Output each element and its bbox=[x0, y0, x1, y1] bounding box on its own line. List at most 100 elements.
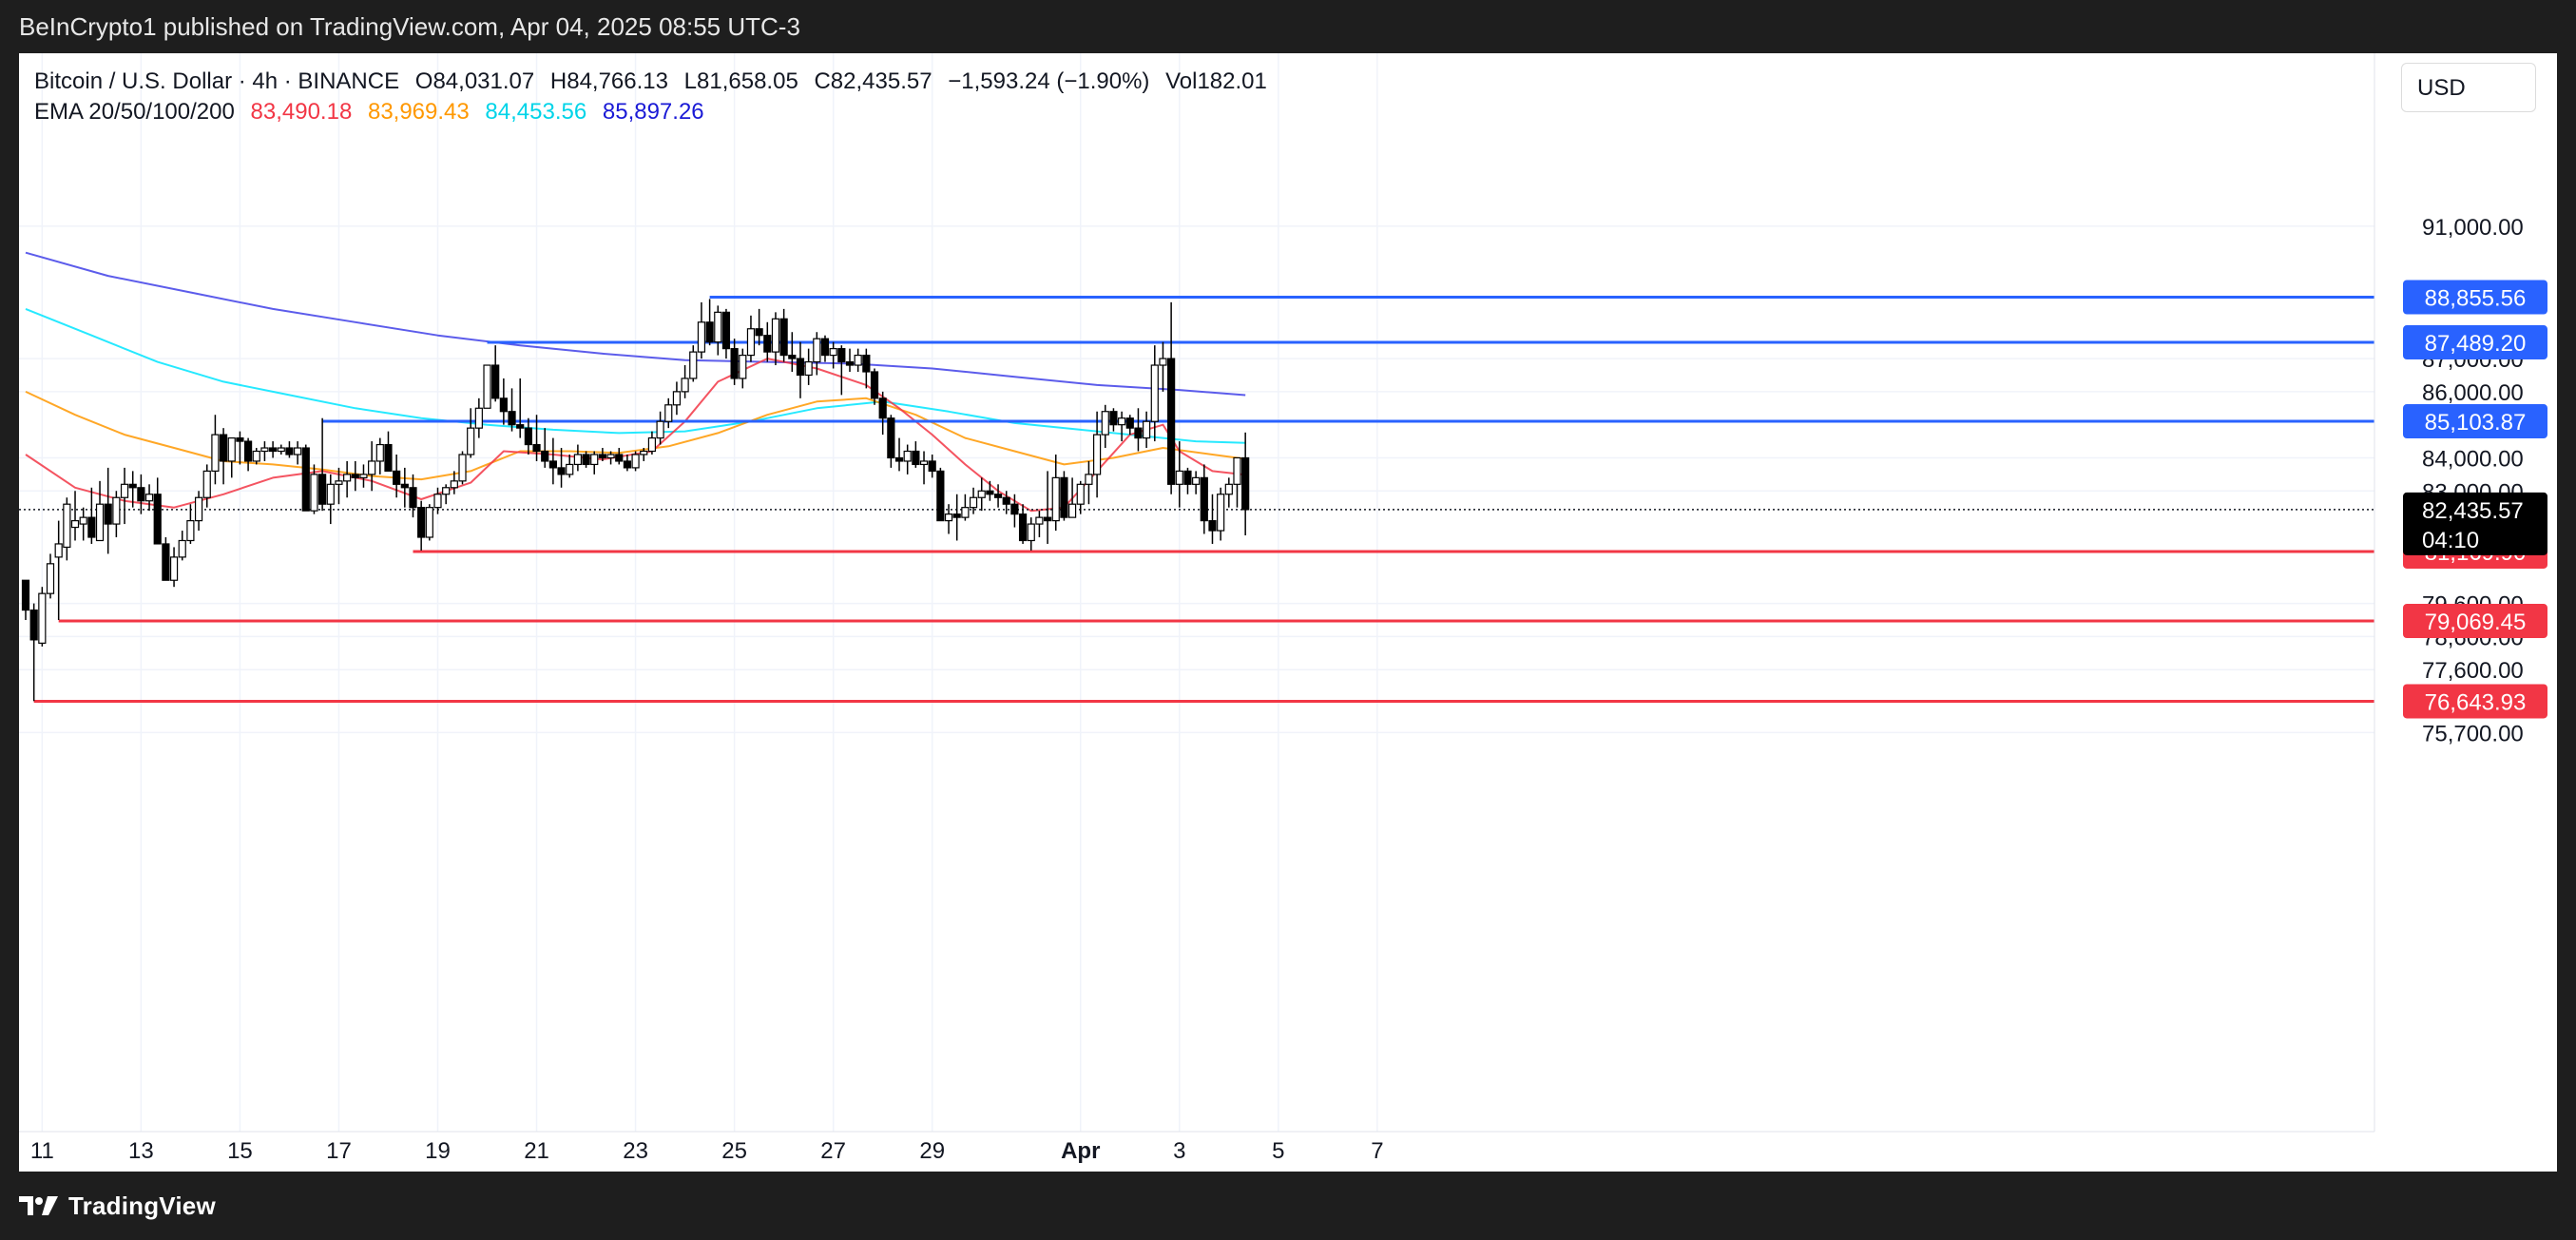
candle-body bbox=[862, 354, 871, 373]
candle-down bbox=[862, 348, 871, 389]
support-price-tag-text: 79,069.45 bbox=[2425, 610, 2527, 635]
candle-down bbox=[845, 348, 855, 372]
candle-down bbox=[1208, 494, 1217, 544]
candle-down bbox=[1241, 432, 1250, 535]
candle-up bbox=[1150, 345, 1159, 442]
candle-body bbox=[919, 460, 929, 466]
candle-body bbox=[499, 397, 508, 413]
candle-down bbox=[499, 378, 508, 425]
candle-body bbox=[219, 434, 228, 462]
currency-button[interactable]: USD bbox=[2401, 63, 2536, 112]
candle-up bbox=[95, 480, 105, 542]
x-tick-label: Apr bbox=[1061, 1138, 1100, 1164]
candle-down bbox=[878, 391, 887, 436]
candle-up bbox=[326, 474, 335, 525]
candle-down bbox=[104, 467, 112, 554]
level-layer bbox=[19, 296, 2374, 703]
candle-body bbox=[1208, 519, 1217, 532]
x-tick-label: 23 bbox=[623, 1138, 648, 1164]
volume-value: Vol182.01 bbox=[1165, 68, 1267, 94]
candle-body bbox=[301, 447, 310, 512]
candle-up bbox=[227, 436, 236, 478]
candle-up bbox=[144, 484, 154, 512]
candle-down bbox=[796, 341, 805, 398]
candle-body bbox=[524, 427, 532, 446]
candle-up bbox=[854, 348, 862, 372]
candle-body bbox=[1192, 476, 1201, 485]
tradingview-logo[interactable]: TradingView bbox=[19, 1191, 216, 1221]
candle-body bbox=[813, 338, 821, 363]
ema-label[interactable]: EMA 20/50/100/200 bbox=[34, 99, 235, 125]
candle-down bbox=[705, 299, 714, 346]
candle-body bbox=[1043, 516, 1052, 522]
candle-body bbox=[590, 454, 599, 466]
candle-body bbox=[573, 454, 582, 466]
candle-down bbox=[162, 536, 170, 581]
candle-body bbox=[779, 318, 788, 357]
high-value: H84,766.13 bbox=[549, 68, 668, 94]
candle-down bbox=[730, 339, 739, 385]
candle-up bbox=[359, 464, 368, 488]
candle-up bbox=[739, 348, 747, 389]
candle-up bbox=[1143, 411, 1151, 449]
candle-down bbox=[417, 500, 426, 551]
ema200-value: 85,897.26 bbox=[602, 99, 704, 125]
candle-up bbox=[178, 531, 186, 561]
candle-body bbox=[400, 483, 409, 489]
candle-up bbox=[573, 444, 582, 472]
candle-down bbox=[887, 415, 895, 468]
candle-down bbox=[541, 428, 549, 468]
x-tick-label: 11 bbox=[30, 1138, 54, 1164]
candle-up bbox=[1217, 487, 1225, 541]
candle-down bbox=[21, 579, 30, 620]
candle-up bbox=[474, 397, 483, 438]
candle-body bbox=[417, 507, 426, 538]
x-tick-label: 27 bbox=[820, 1138, 846, 1164]
candle-body bbox=[87, 516, 96, 538]
candle-up bbox=[1224, 477, 1233, 508]
candle-body bbox=[566, 463, 574, 475]
candle-body bbox=[269, 447, 278, 453]
candle-up bbox=[606, 451, 615, 465]
last-price-tag: 82,435.57 04:10 bbox=[2403, 492, 2547, 555]
candle-up bbox=[450, 471, 458, 494]
candle-body bbox=[227, 436, 236, 462]
candle-body bbox=[294, 447, 302, 455]
tradingview-logo-icon bbox=[19, 1196, 58, 1215]
symbol-name[interactable]: Bitcoin / U.S. Dollar · 4h · BINANCE bbox=[34, 68, 400, 94]
candle-body bbox=[820, 338, 830, 357]
candle-body bbox=[186, 519, 195, 542]
candle-up bbox=[829, 341, 837, 369]
candle-down bbox=[269, 441, 278, 458]
candle-up bbox=[458, 451, 467, 485]
y-tick-label: 77,600.00 bbox=[2422, 658, 2524, 684]
candle-down bbox=[409, 474, 417, 518]
price-chart[interactable]: 91,000.0087,000.0086,000.0084,000.0083,0… bbox=[19, 53, 2557, 1172]
candle-up bbox=[689, 345, 698, 382]
candle-body bbox=[162, 543, 170, 581]
candle-body bbox=[1175, 470, 1183, 485]
candle-up bbox=[1051, 454, 1060, 532]
support-price-tag-bg bbox=[2403, 604, 2547, 639]
candle-down bbox=[1134, 408, 1143, 452]
candle-body bbox=[318, 474, 327, 505]
candle-up bbox=[977, 477, 986, 512]
candle-body bbox=[557, 467, 566, 475]
candle-down bbox=[936, 467, 945, 522]
candle-down bbox=[318, 417, 327, 512]
candle-body bbox=[829, 348, 837, 357]
candle-down bbox=[993, 484, 1003, 508]
candle-up bbox=[252, 448, 260, 465]
low-value: L81,658.05 bbox=[683, 68, 798, 94]
candle-up bbox=[335, 467, 343, 505]
candle-up bbox=[1076, 480, 1085, 514]
candle-body bbox=[730, 348, 739, 379]
candle-body bbox=[335, 480, 343, 485]
chart-panel[interactable]: 91,000.00 87,000.00 86,000.00 84,000.00 83,0… bbox=[19, 53, 2557, 1172]
candle-down bbox=[508, 388, 516, 432]
candle-down bbox=[557, 448, 566, 488]
candle-down bbox=[755, 308, 763, 346]
candle-up bbox=[1067, 477, 1077, 518]
candle-body bbox=[1085, 474, 1093, 485]
support-price-tag: 79,069.45 bbox=[2403, 604, 2547, 639]
